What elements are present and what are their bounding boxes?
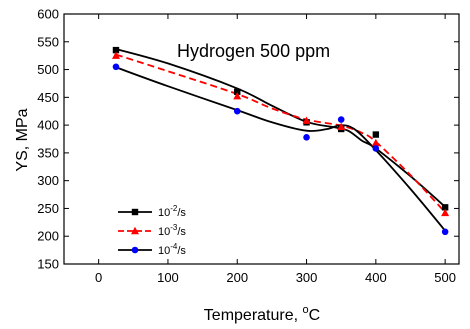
x-tick-label: 100	[157, 270, 179, 285]
series-line-3	[115, 66, 446, 232]
data-point-2	[441, 208, 450, 217]
legend-marker-2	[131, 226, 139, 235]
y-tick-label: 550	[37, 34, 59, 49]
data-point-3	[233, 107, 241, 115]
data-point-2	[233, 92, 242, 100]
data-point-1	[234, 88, 241, 95]
legend-marker-3	[131, 246, 139, 254]
y-tick-label: 250	[37, 201, 59, 216]
x-tick-label: 500	[434, 270, 456, 285]
x-tick-label: 200	[226, 270, 248, 285]
series-line-1	[115, 48, 446, 208]
y-tick-label: 600	[37, 7, 59, 22]
x-axis-title-degree: o	[303, 304, 309, 316]
data-point-3	[372, 145, 380, 152]
data-point-2	[337, 122, 346, 130]
legend-label-2: 10-3/s	[158, 223, 186, 238]
annotation-text: Hydrogen 500 ppm	[177, 41, 330, 61]
x-axis-title-unit: C	[309, 307, 321, 324]
data-point-3	[441, 228, 449, 236]
data-point-1	[441, 204, 449, 211]
legend-label-1: 10-2/s	[158, 204, 186, 219]
y-tick-label: 500	[37, 62, 59, 77]
x-axis-title-text: Temperature,	[204, 307, 303, 324]
x-tick-label: 400	[365, 270, 387, 285]
data-markers	[111, 46, 450, 236]
data-point-2	[111, 51, 120, 59]
y-tick-label: 350	[37, 145, 59, 160]
data-point-3	[112, 63, 120, 71]
fit-curves	[115, 48, 446, 232]
data-point-2	[302, 116, 311, 124]
y-tick-label: 300	[37, 173, 59, 188]
data-point-3	[303, 134, 310, 141]
legend: 10-2/s 10-3/s 10-4/s	[118, 204, 186, 257]
data-point-3	[337, 116, 345, 123]
x-tick-label: 0	[95, 270, 102, 285]
y-tick-label: 150	[37, 257, 59, 272]
data-point-1	[112, 46, 120, 54]
x-axis-title: Temperature, oC	[204, 304, 320, 324]
y-tick-label: 450	[37, 90, 59, 105]
data-point-2	[371, 138, 380, 147]
plot-frame	[63, 13, 460, 265]
data-point-1	[372, 131, 380, 138]
y-tick-label: 200	[37, 229, 59, 244]
axis-ticks: 0 100 200 300 400 500 150 200 250 300 350 400 450 500…	[37, 7, 459, 285]
legend-marker-1	[131, 208, 139, 216]
series-line-2	[115, 53, 446, 213]
y-tick-label: 400	[37, 118, 59, 133]
y-axis-title: YS, MPa	[14, 108, 31, 171]
x-tick-label: 300	[296, 270, 318, 285]
legend-label-3: 10-4/s	[158, 242, 186, 257]
